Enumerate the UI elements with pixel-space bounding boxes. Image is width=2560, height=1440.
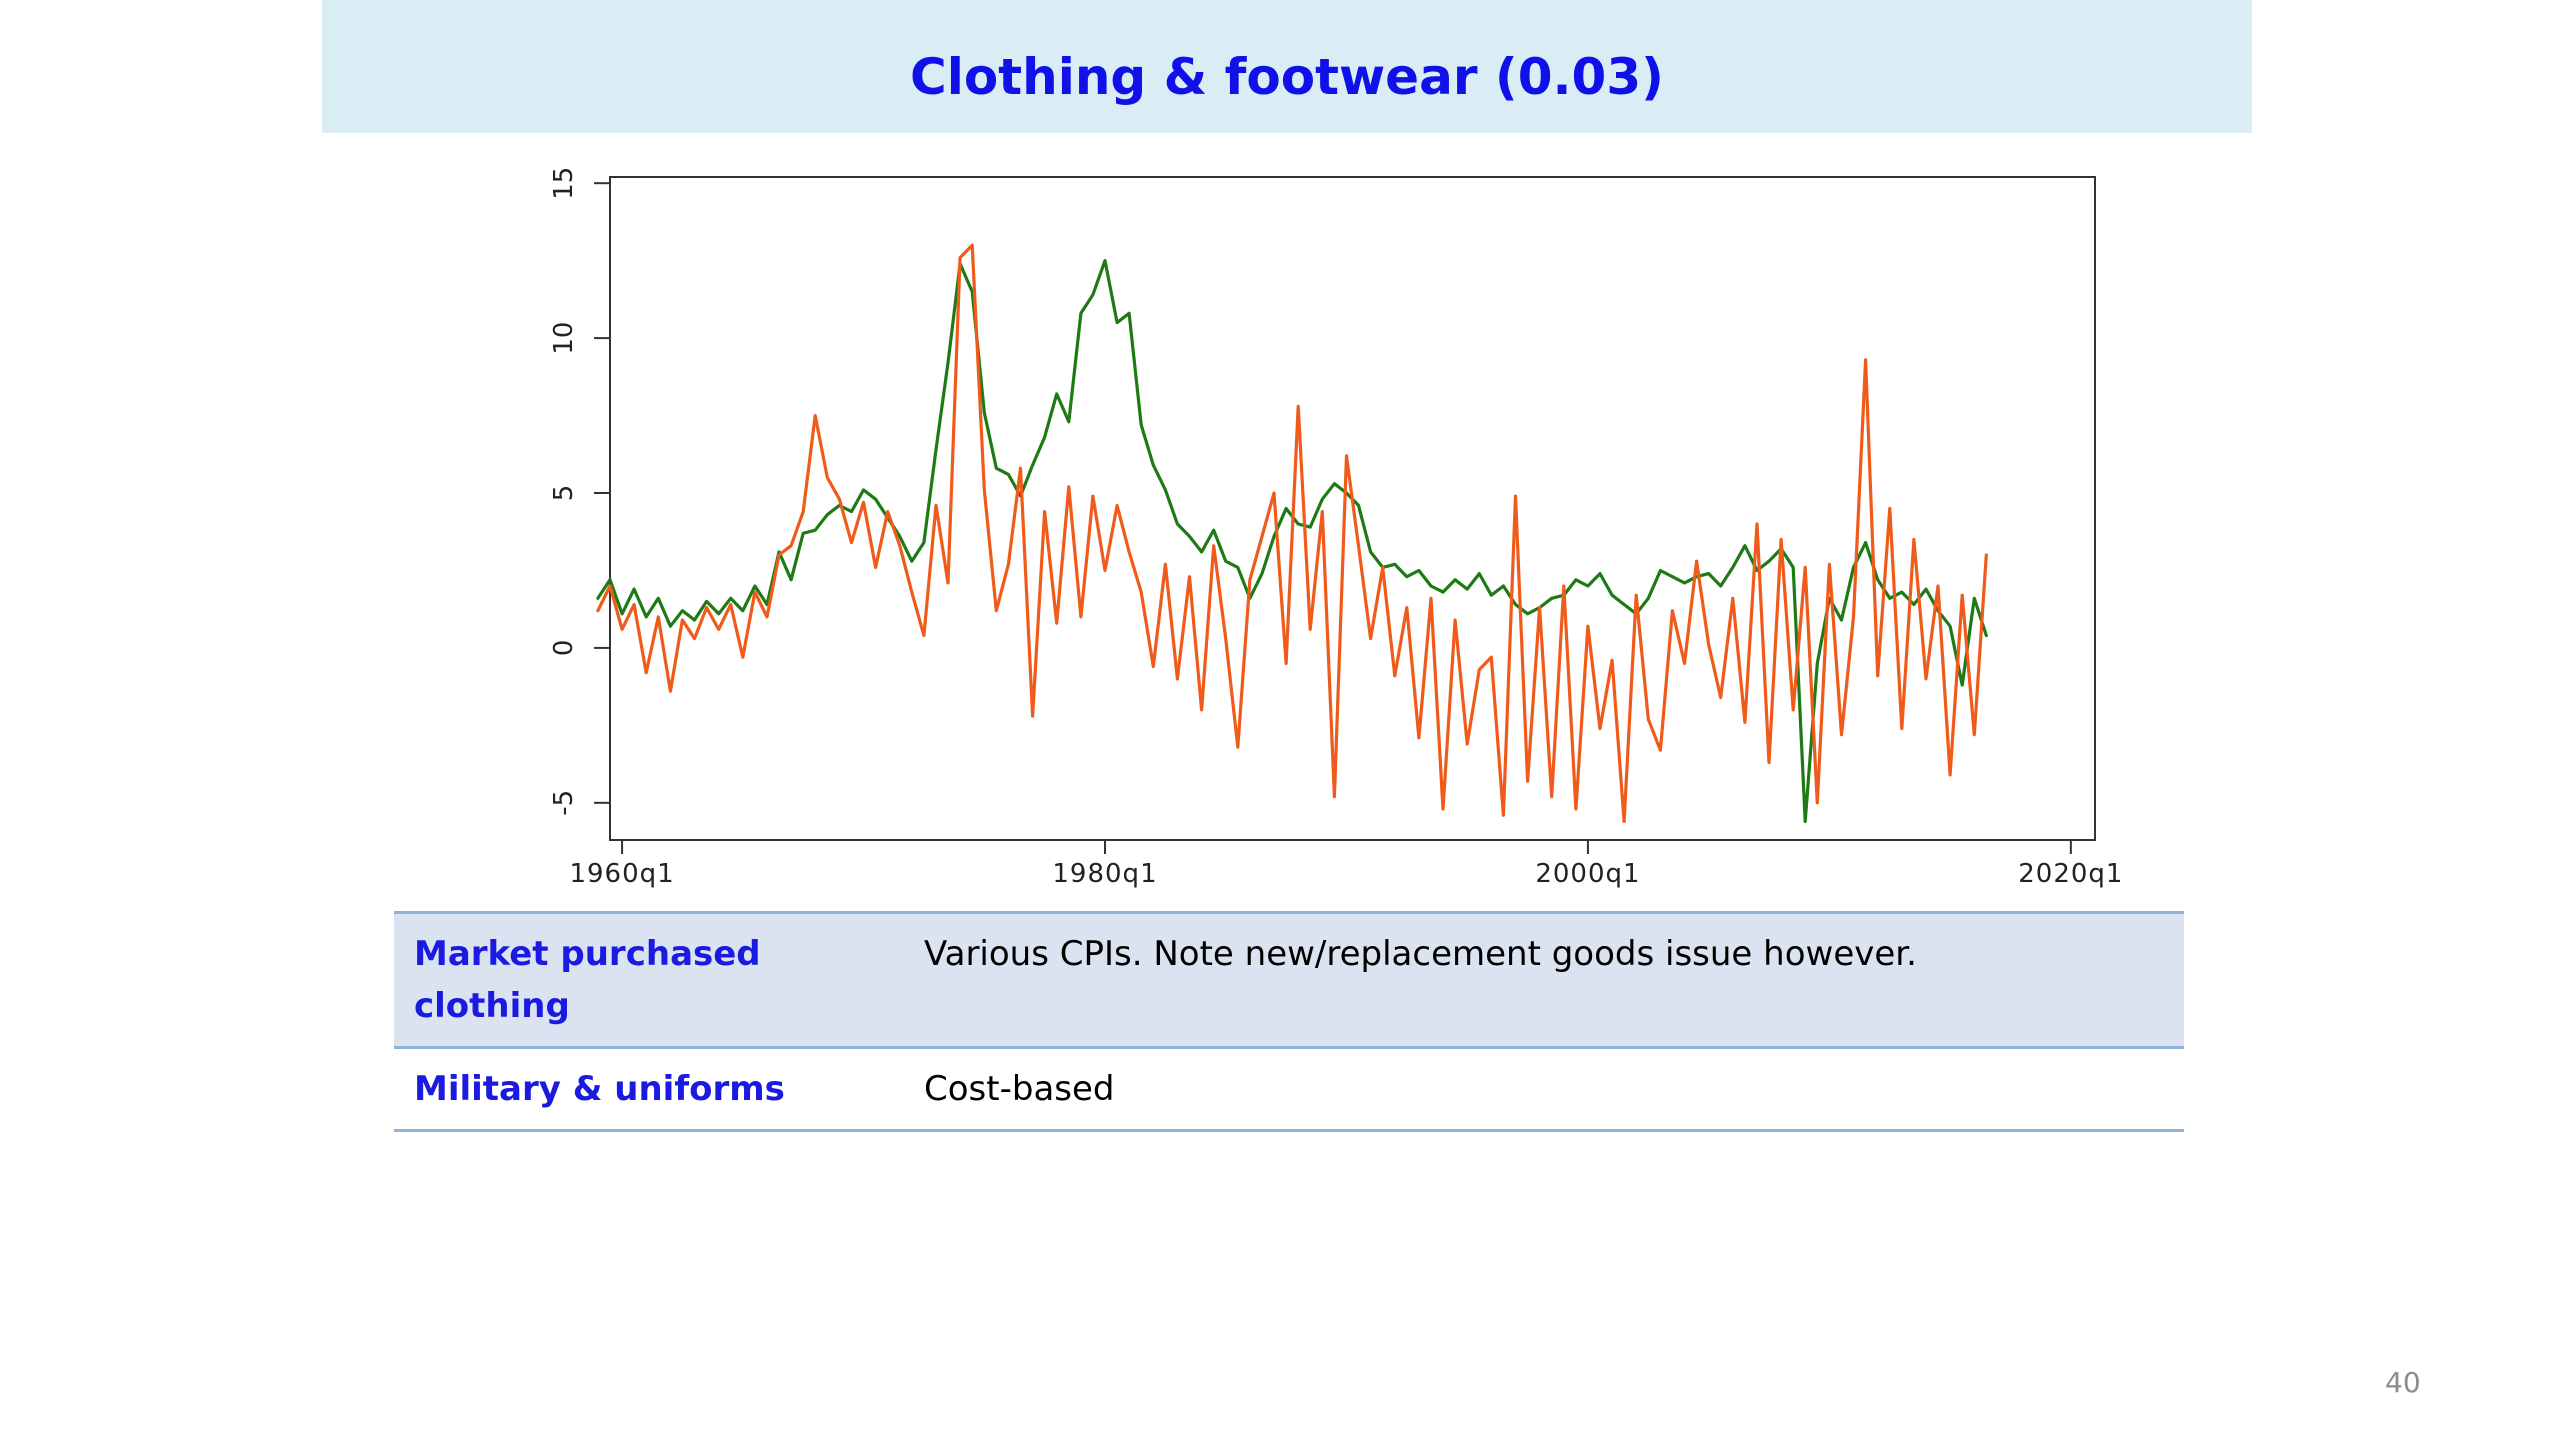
row-value: Cost-based [924, 1069, 1115, 1109]
y-tick-label: 15 [549, 167, 579, 200]
table-row: Market purchased clothing Various CPIs. … [394, 912, 2184, 1048]
y-tick-label: 0 [549, 640, 579, 657]
x-tick-label: 2020q1 [2018, 859, 2123, 889]
row-label: Market purchased clothing [414, 934, 761, 1026]
slide-title: Clothing & footwear (0.03) [910, 48, 1664, 106]
row-value: Various CPIs. Note new/replacement goods… [924, 934, 1917, 974]
table-row: Military & uniforms Cost-based [394, 1048, 2184, 1131]
x-tick-label: 1960q1 [569, 859, 674, 889]
row-label: Military & uniforms [414, 1069, 785, 1109]
y-tick-label: -5 [549, 790, 579, 816]
y-tick-label: 5 [549, 485, 579, 502]
x-tick-label: 1980q1 [1052, 859, 1157, 889]
page-number: 40 [2385, 1366, 2421, 1399]
line-chart: -5 0 5 10 15 1960q1 1980q1 2000q1 2020q1 [549, 167, 2123, 889]
x-tick-label: 2000q1 [1535, 859, 1640, 889]
info-table: Market purchased clothing Various CPIs. … [394, 911, 2184, 1132]
title-band: Clothing & footwear (0.03) [322, 0, 2252, 133]
y-tick-label: 10 [549, 322, 579, 355]
series-line-2 [596, 243, 1988, 824]
